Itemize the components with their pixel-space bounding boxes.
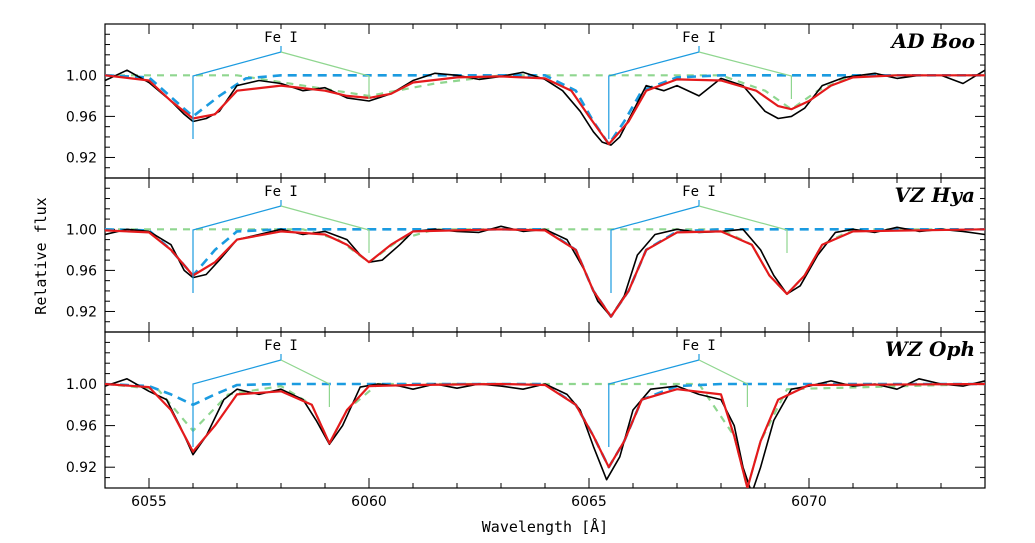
marker-label: Fe I (264, 184, 298, 200)
x-axis-title: Wavelength [Å] (482, 517, 608, 536)
panel-label: AD Boo (890, 29, 975, 53)
panel-label: VZ Hya (894, 183, 975, 207)
y-tick-label: 0.92 (66, 150, 97, 166)
marker-primary-arm (608, 359, 700, 447)
marker-label: Fe I (264, 30, 298, 46)
marker-label: Fe I (682, 338, 716, 354)
y-tick-label: 0.92 (66, 460, 97, 476)
marker-secondary-arm (698, 359, 749, 407)
series-primary (105, 382, 985, 469)
marker-secondary-arm (698, 205, 788, 253)
series-group (105, 378, 985, 488)
marker-primary-arm (192, 359, 282, 447)
marker-primary-arm (610, 205, 700, 293)
marker-primary-arm (192, 51, 282, 139)
line-marker: Fe I (610, 184, 788, 293)
marker-secondary-arm (698, 51, 793, 99)
marker-primary-arm (192, 205, 282, 293)
marker-label: Fe I (264, 338, 298, 354)
marker-secondary-arm (280, 205, 370, 253)
panel-1: 0.92 0.96 1.00 Fe I Fe I AD Boo (66, 23, 986, 179)
panel-frame (104, 177, 986, 333)
y-axis-title: Relative flux (32, 197, 50, 314)
series-secondary (105, 382, 985, 488)
y-tick-label: 0.96 (66, 419, 97, 435)
line-marker: Fe I (192, 30, 370, 139)
panel-label: WZ Oph (885, 337, 975, 361)
line-marker: Fe I (192, 338, 330, 447)
line-marker: Fe I (608, 338, 749, 447)
series-primary (105, 228, 985, 318)
series-primary (105, 74, 985, 146)
panels-layer: 0.92 0.96 1.00 Fe I Fe I AD Boo 0.92 0.96 1.00 Fe… (66, 23, 986, 510)
line-marker: Fe I (608, 30, 793, 139)
x-tick-label: 6070 (791, 494, 827, 510)
line-marker: Fe I (192, 184, 370, 293)
x-tick-label: 6055 (131, 494, 167, 510)
marker-secondary-arm (280, 51, 370, 99)
marker-primary-arm (608, 51, 700, 139)
marker-label: Fe I (682, 30, 716, 46)
y-tick-label: 1.00 (66, 377, 97, 393)
y-tick-label: 0.92 (66, 304, 97, 320)
y-tick-label: 1.00 (66, 222, 97, 238)
panel-frame (104, 331, 986, 489)
marker-secondary-arm (280, 359, 330, 407)
series-observed (105, 69, 985, 146)
series-group (105, 225, 985, 318)
x-tick-label: 6065 (571, 494, 607, 510)
y-tick-label: 0.96 (66, 263, 97, 279)
series-combined-fit (105, 74, 985, 146)
marker-label: Fe I (682, 184, 716, 200)
panel-3: 0.92 0.96 1.00 Fe I Fe I WZ Oph (66, 331, 986, 489)
panel-frame (104, 23, 986, 179)
x-tick-label: 6060 (351, 494, 387, 510)
series-combined-fit (105, 228, 985, 318)
series-group (105, 69, 985, 146)
panel-2: 0.92 0.96 1.00 Fe I Fe I VZ Hya (66, 177, 986, 333)
series-combined-fit (105, 382, 985, 488)
y-tick-label: 1.00 (66, 68, 97, 84)
y-tick-label: 0.96 (66, 109, 97, 125)
